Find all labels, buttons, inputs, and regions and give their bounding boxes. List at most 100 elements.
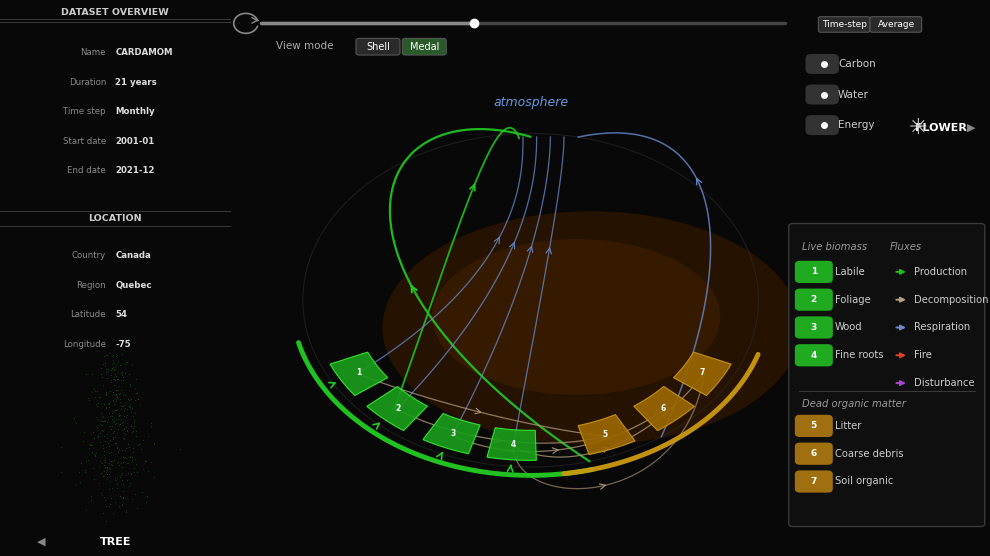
Text: View mode: View mode	[276, 41, 334, 51]
Point	[126, 418, 142, 426]
Text: ✳: ✳	[909, 118, 928, 138]
Point	[108, 371, 124, 380]
Text: TREE: TREE	[100, 537, 131, 547]
Point	[81, 444, 97, 453]
Point	[82, 492, 98, 501]
Point	[101, 470, 117, 479]
Point	[114, 493, 130, 502]
Text: DATASET OVERVIEW: DATASET OVERVIEW	[61, 8, 169, 17]
Point	[71, 478, 87, 487]
Point	[130, 395, 146, 404]
Point	[86, 474, 102, 483]
Point	[87, 452, 103, 461]
Point	[120, 410, 136, 419]
Point	[97, 416, 113, 425]
Point	[119, 422, 135, 431]
Text: 5: 5	[811, 421, 817, 430]
Point	[138, 456, 153, 465]
Point	[115, 493, 131, 502]
Point	[100, 365, 116, 374]
Point	[98, 403, 114, 412]
Point	[87, 393, 103, 402]
Point	[108, 361, 124, 370]
Point	[97, 453, 113, 462]
Text: Labile: Labile	[836, 267, 865, 277]
Point	[113, 402, 129, 411]
Point	[95, 416, 111, 425]
Point	[114, 500, 130, 509]
Point	[94, 373, 110, 382]
FancyBboxPatch shape	[795, 316, 833, 339]
Point	[106, 426, 122, 435]
Polygon shape	[330, 352, 388, 395]
Text: Region: Region	[76, 281, 106, 290]
Ellipse shape	[432, 239, 721, 395]
Point	[83, 496, 99, 505]
Point	[105, 374, 121, 383]
Point	[136, 464, 151, 473]
Point	[127, 396, 143, 405]
Point	[101, 458, 117, 467]
Point	[87, 386, 103, 395]
Point	[112, 394, 128, 403]
Point	[113, 410, 129, 419]
Point	[105, 509, 121, 518]
Text: 6: 6	[660, 404, 666, 413]
Point	[90, 432, 106, 441]
Point	[126, 424, 142, 433]
Point	[121, 401, 137, 410]
Point	[66, 413, 82, 422]
Text: 7: 7	[811, 477, 817, 486]
Point	[107, 390, 123, 399]
Point	[107, 432, 123, 441]
Point	[96, 471, 112, 480]
Text: 4: 4	[511, 440, 516, 449]
Point	[101, 402, 117, 411]
Point	[105, 355, 121, 364]
Point	[124, 394, 140, 403]
Point	[129, 389, 145, 398]
Point	[97, 359, 113, 368]
Text: 7: 7	[700, 368, 705, 378]
Text: Fire: Fire	[914, 350, 932, 360]
Point	[113, 398, 129, 406]
Point	[86, 449, 102, 458]
Point	[114, 414, 130, 423]
Text: Litter: Litter	[836, 421, 861, 431]
Point	[94, 420, 110, 429]
Point	[96, 431, 112, 440]
Text: Time-step: Time-step	[823, 20, 867, 29]
Point	[122, 381, 138, 390]
Point	[114, 370, 130, 379]
Point	[123, 408, 139, 416]
Point	[121, 459, 137, 468]
Point	[99, 373, 115, 382]
Point	[98, 365, 114, 374]
Point	[121, 336, 137, 345]
Point	[71, 467, 87, 476]
Point	[125, 494, 141, 503]
Point	[106, 375, 122, 384]
Point	[107, 497, 123, 506]
Point	[106, 358, 122, 367]
Point	[103, 465, 119, 474]
Text: CARDAMOM: CARDAMOM	[115, 48, 173, 57]
Point	[104, 409, 120, 418]
Point	[92, 393, 108, 401]
Point	[114, 350, 130, 359]
Text: Longitude: Longitude	[63, 340, 106, 349]
Point	[119, 405, 135, 414]
Point	[92, 416, 108, 425]
Point	[96, 455, 112, 464]
Point	[95, 440, 111, 449]
Point	[90, 415, 106, 424]
Text: Coarse debris: Coarse debris	[836, 449, 904, 459]
Point	[113, 369, 129, 378]
Point	[127, 490, 143, 499]
Point	[95, 381, 111, 390]
Text: 2021-12: 2021-12	[115, 166, 154, 175]
Point	[116, 375, 132, 384]
Point	[112, 411, 128, 420]
Point	[137, 456, 152, 465]
Point	[99, 388, 115, 396]
